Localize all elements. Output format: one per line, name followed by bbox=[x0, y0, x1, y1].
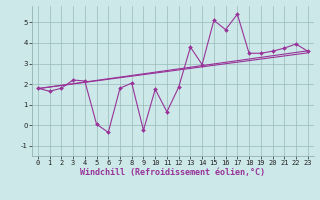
X-axis label: Windchill (Refroidissement éolien,°C): Windchill (Refroidissement éolien,°C) bbox=[80, 168, 265, 177]
